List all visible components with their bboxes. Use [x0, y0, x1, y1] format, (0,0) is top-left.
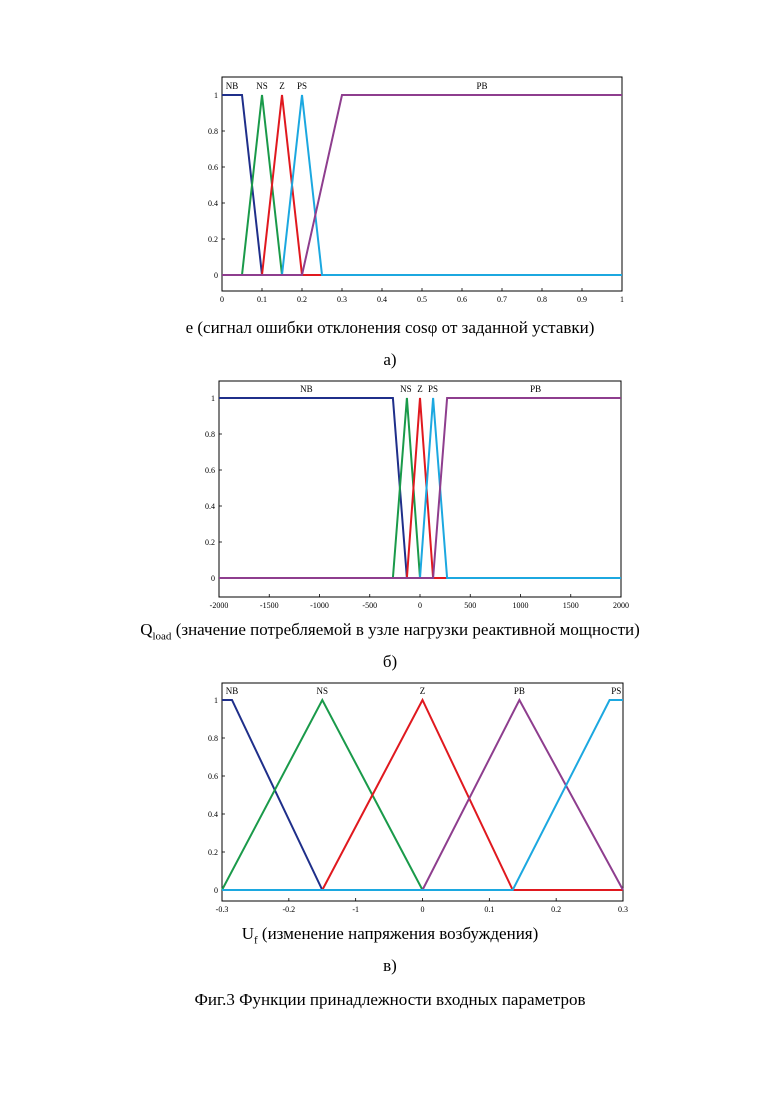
mf-label-ns: NS	[316, 686, 328, 696]
chart-c-svg: -0.3 -0.2 -1 0 0.1 0.2 0.3 0 0.2 0.4 0.6 0.8 1 NB NS Z P…	[0, 0, 780, 920]
x-tick-label: 0.2	[551, 905, 561, 914]
chart-c-xlabel: Uf (изменение напряжения возбуждения)	[0, 924, 780, 946]
mf-label-z: Z	[420, 686, 426, 696]
x-tick-label: -1	[352, 905, 359, 914]
y-tick-label: 0.8	[208, 734, 218, 743]
mf-label-ps: PS	[611, 686, 621, 696]
y-tick-label: 0.4	[208, 810, 218, 819]
chart-c-xlabel-rest: (изменение напряжения возбуждения)	[258, 924, 539, 943]
chart-c: -0.3 -0.2 -1 0 0.1 0.2 0.3 0 0.2 0.4 0.6 0.8 1 NB NS Z P…	[0, 0, 780, 920]
mf-label-nb: NB	[226, 686, 239, 696]
series-line-ns	[222, 700, 623, 890]
x-tick-label: 0.1	[484, 905, 494, 914]
x-tick-label: -0.3	[216, 905, 229, 914]
y-tick-label: 0.2	[208, 848, 218, 857]
y-tick-label: 1	[214, 696, 218, 705]
series-line-pb	[222, 700, 623, 890]
y-tick-label: 0	[214, 886, 218, 895]
x-tick-label: 0	[421, 905, 425, 914]
series-line-z	[222, 700, 623, 890]
x-tick-label: -0.2	[282, 905, 295, 914]
figure-caption: Фиг.3 Функции принадлежности входных пар…	[0, 990, 780, 1010]
series-line-nb	[222, 700, 623, 890]
chart-c-sublabel: в)	[0, 956, 780, 976]
y-tick-label: 0.6	[208, 772, 218, 781]
chart-c-xlabel-main: U	[242, 924, 254, 943]
x-tick-label: 0.3	[618, 905, 628, 914]
series-line-ps	[222, 700, 623, 890]
mf-label-pb: PB	[514, 686, 525, 696]
